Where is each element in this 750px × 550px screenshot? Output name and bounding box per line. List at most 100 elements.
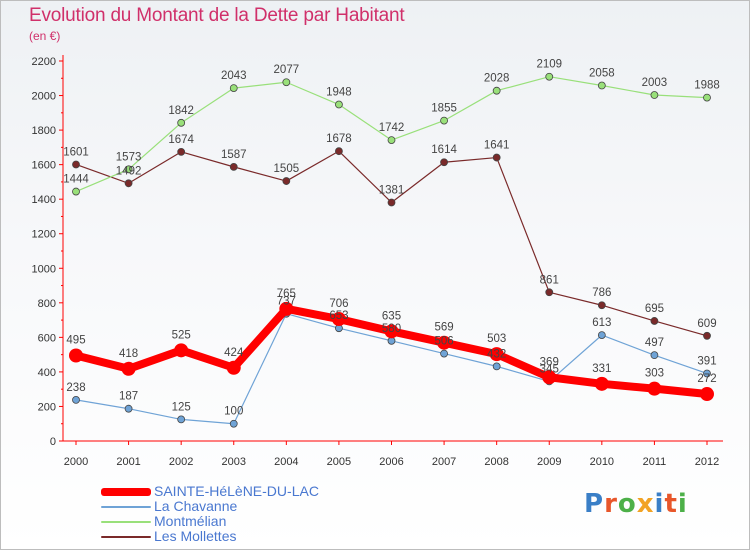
data-label: 2077 bbox=[274, 64, 300, 76]
y-tick-label: 1000 bbox=[32, 263, 56, 275]
data-point bbox=[229, 162, 238, 171]
x-tick-label: 2001 bbox=[116, 456, 140, 468]
x-tick-label: 2004 bbox=[274, 456, 298, 468]
data-point bbox=[545, 288, 554, 297]
data-point bbox=[69, 348, 83, 363]
data-label: 609 bbox=[697, 318, 716, 330]
y-tick-label: 800 bbox=[38, 298, 56, 310]
data-point bbox=[492, 362, 501, 371]
data-label: 331 bbox=[592, 363, 611, 375]
y-tick-label: 400 bbox=[38, 367, 56, 379]
x-tick-label: 2003 bbox=[222, 456, 246, 468]
x-tick-label: 2000 bbox=[64, 456, 88, 468]
y-tick-label: 1400 bbox=[32, 194, 56, 206]
data-point bbox=[542, 370, 557, 385]
data-label: 653 bbox=[329, 310, 348, 322]
data-label: 525 bbox=[172, 329, 191, 341]
data-label: 569 bbox=[434, 322, 453, 334]
legend-label: La Chavanne bbox=[154, 498, 238, 514]
data-point bbox=[492, 153, 501, 162]
legend-swatch bbox=[101, 536, 151, 538]
data-label: 1492 bbox=[116, 165, 142, 177]
data-label: 695 bbox=[645, 303, 664, 315]
data-point bbox=[647, 381, 662, 396]
legend-label: Montmélian bbox=[154, 513, 227, 529]
data-point bbox=[177, 415, 186, 424]
data-point bbox=[387, 336, 396, 345]
data-point bbox=[72, 187, 80, 196]
data-label: 2003 bbox=[642, 77, 668, 89]
data-label: 369 bbox=[540, 356, 559, 368]
data-label: 125 bbox=[172, 401, 191, 413]
logo-letter: o bbox=[617, 489, 637, 519]
data-label: 418 bbox=[119, 348, 138, 360]
data-point bbox=[597, 301, 606, 310]
data-point bbox=[700, 387, 714, 402]
data-point bbox=[331, 312, 346, 327]
data-point bbox=[124, 404, 133, 413]
data-point bbox=[545, 72, 554, 81]
data-point bbox=[121, 361, 136, 376]
y-tick-label: 2000 bbox=[32, 91, 56, 103]
data-label: 2109 bbox=[536, 59, 562, 71]
data-label: 238 bbox=[66, 382, 85, 394]
data-label: 497 bbox=[645, 337, 664, 349]
data-point bbox=[437, 335, 452, 350]
data-point bbox=[174, 343, 189, 358]
data-point bbox=[440, 349, 448, 358]
series-1 bbox=[72, 309, 711, 428]
data-point bbox=[177, 147, 186, 156]
y-tick-label: 1600 bbox=[32, 160, 56, 172]
data-point bbox=[124, 179, 133, 188]
data-label: 1444 bbox=[63, 174, 89, 186]
data-label: 580 bbox=[382, 323, 401, 335]
x-tick-label: 2007 bbox=[432, 456, 456, 468]
chart-title: Evolution du Montant de la Dette par Hab… bbox=[29, 5, 405, 26]
logo-letter: x bbox=[636, 489, 655, 519]
data-point bbox=[703, 331, 711, 340]
data-point bbox=[279, 301, 294, 316]
data-point bbox=[597, 331, 606, 340]
x-tick-label: 2008 bbox=[484, 456, 508, 468]
y-tick-label: 0 bbox=[50, 436, 56, 448]
data-label: 613 bbox=[592, 317, 611, 329]
y-tick-label: 1200 bbox=[32, 229, 56, 241]
data-point bbox=[492, 86, 501, 95]
data-point bbox=[226, 360, 241, 375]
y-tick-label: 200 bbox=[38, 401, 56, 413]
data-point bbox=[335, 100, 343, 109]
data-point bbox=[703, 369, 711, 378]
series-2 bbox=[72, 72, 711, 196]
y-tick-label: 600 bbox=[38, 332, 56, 344]
data-point bbox=[703, 93, 711, 102]
data-label: 1855 bbox=[431, 103, 457, 115]
data-label: 765 bbox=[277, 288, 296, 300]
x-tick-label: 2002 bbox=[169, 456, 193, 468]
data-label: 1505 bbox=[274, 163, 300, 175]
data-label: 391 bbox=[697, 355, 716, 367]
logo-letter: i bbox=[677, 489, 688, 519]
data-point bbox=[177, 118, 186, 127]
y-tick-label: 1800 bbox=[32, 125, 56, 137]
data-label: 506 bbox=[434, 336, 453, 348]
x-tick-label: 2006 bbox=[379, 456, 403, 468]
data-label: 1614 bbox=[431, 144, 457, 156]
x-tick-label: 2011 bbox=[643, 456, 667, 468]
x-tick-label: 2005 bbox=[327, 456, 351, 468]
data-point bbox=[282, 78, 291, 87]
data-label: 1742 bbox=[379, 122, 405, 134]
data-label: 424 bbox=[224, 347, 244, 359]
series-line bbox=[75, 150, 708, 337]
data-point bbox=[440, 116, 448, 125]
legend-swatch bbox=[101, 488, 151, 496]
data-point bbox=[384, 324, 399, 339]
data-label: 1641 bbox=[484, 140, 510, 152]
logo-letter: r bbox=[604, 489, 618, 519]
data-point bbox=[387, 198, 396, 207]
proxiti-logo: Proxiti bbox=[584, 489, 688, 519]
data-label: 2043 bbox=[221, 70, 247, 82]
data-point bbox=[124, 165, 133, 174]
chart-subtitle: (en €) bbox=[29, 29, 61, 43]
